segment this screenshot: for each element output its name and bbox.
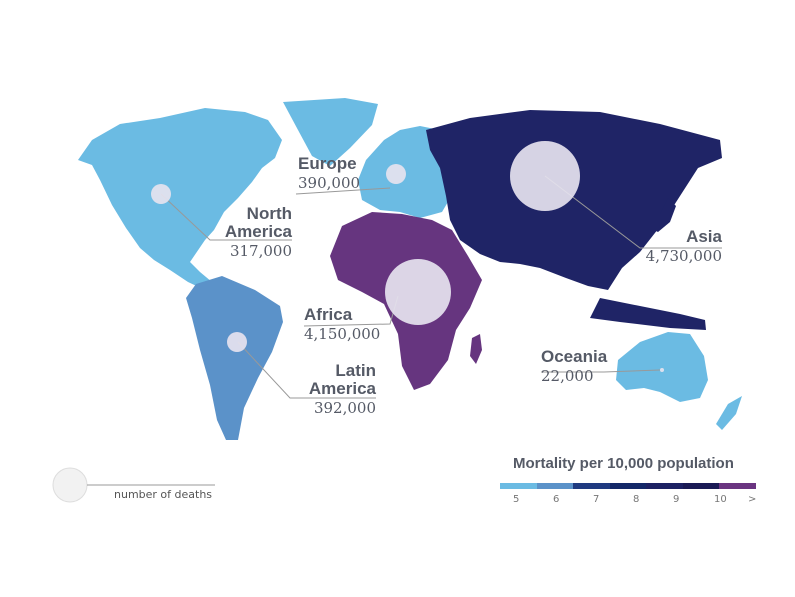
size-legend-caption: number of deaths: [114, 488, 213, 501]
bubble-europe: [386, 164, 406, 184]
color-scale-tick: 9: [673, 494, 680, 505]
color-scale-tick: 7: [593, 494, 600, 505]
region-greenland: [283, 98, 378, 166]
region-asia[interactable]: [426, 110, 722, 290]
region-deaths: 4,150,000: [304, 324, 381, 343]
label-europe: Europe 390,000: [298, 155, 360, 192]
region-name: Europe: [298, 154, 357, 173]
color-scale-segment: [609, 483, 647, 489]
region-name: America: [224, 221, 292, 241]
leader-line-asia: [544, 175, 722, 249]
bubble-north-america: [151, 184, 171, 204]
color-scale-tick: 10: [714, 494, 727, 505]
region-japan: [650, 198, 676, 232]
region-name: Oceania: [541, 347, 608, 366]
color-scale-segment: [719, 483, 757, 489]
label-asia: Asia 4,730,000: [620, 228, 722, 265]
region-oceania[interactable]: [616, 332, 708, 402]
region-deaths: 22,000: [541, 366, 594, 385]
color-scale-segment: [536, 483, 574, 489]
bubble-africa: [385, 259, 451, 325]
label-oceania: Oceania 22,000: [541, 348, 607, 385]
size-legend: [52, 467, 215, 503]
legend-title: Mortality per 10,000 population: [513, 455, 734, 472]
leader-line-europe: [295, 187, 391, 195]
color-scale-segment: [682, 483, 720, 489]
size-legend-circle: [52, 467, 88, 503]
label-north-america: North America 317,000: [222, 205, 292, 259]
region-madagascar: [470, 334, 482, 364]
label-latin-america: Latin America 392,000: [296, 362, 376, 416]
color-scale-segment: [646, 483, 683, 489]
region-name: America: [308, 378, 376, 398]
bubble-asia: [510, 141, 580, 211]
region-name: Asia: [686, 227, 722, 246]
region-name: Africa: [304, 305, 353, 324]
region-name: Latin: [335, 361, 376, 380]
leader-line-oceania: [541, 369, 661, 373]
region-name: North: [246, 204, 292, 223]
region-north-america[interactable]: [78, 108, 282, 290]
region-deaths: 392,000: [313, 398, 376, 417]
leader-lines: [160, 175, 722, 399]
region-latin-america[interactable]: [186, 276, 283, 440]
leader-line-north-america: [160, 193, 292, 241]
color-scale-tick: 8: [633, 494, 640, 505]
color-scale-tick: >: [748, 494, 757, 505]
color-scale-segment: [573, 483, 610, 489]
region-deaths: 390,000: [298, 173, 361, 192]
color-scale-segment: [500, 483, 537, 489]
color-scale: [500, 483, 757, 489]
bubble-latin-america: [227, 332, 247, 352]
leader-line-latin-america: [237, 341, 376, 399]
bubble-oceania: [660, 368, 664, 372]
region-new-zealand: [716, 396, 742, 430]
region-deaths: 317,000: [229, 241, 292, 260]
region-southeast-asia-islands: [590, 298, 706, 330]
region-deaths: 4,730,000: [645, 246, 722, 265]
label-africa: Africa 4,150,000: [304, 306, 380, 343]
death-bubbles: [151, 141, 664, 372]
color-scale-tick: 5: [513, 494, 520, 505]
color-scale-tick: 6: [553, 494, 560, 505]
